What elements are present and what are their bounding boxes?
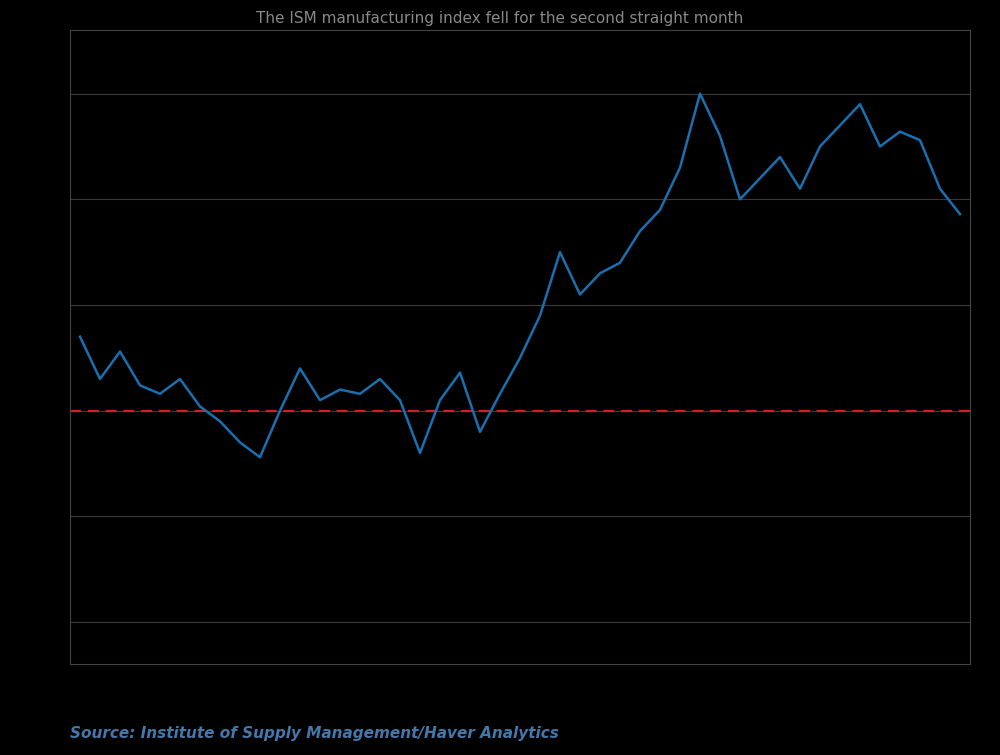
Text: The ISM manufacturing index fell for the second straight month: The ISM manufacturing index fell for the… <box>256 11 744 26</box>
Text: Source: Institute of Supply Management/Haver Analytics: Source: Institute of Supply Management/H… <box>70 726 559 741</box>
